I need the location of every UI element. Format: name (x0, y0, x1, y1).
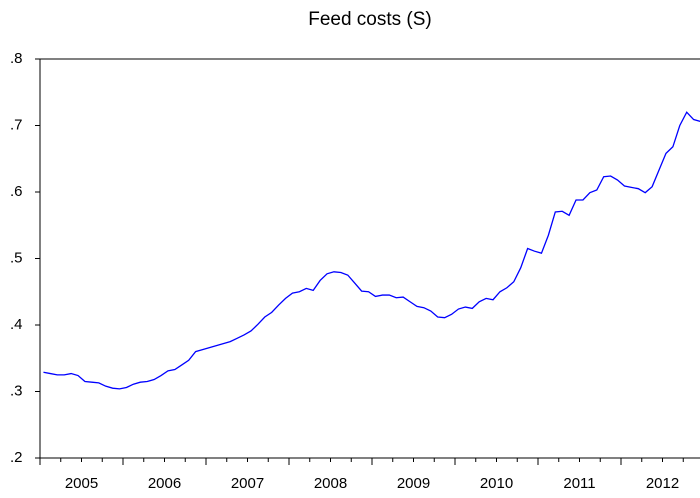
x-tick-label: 2006 (148, 475, 181, 492)
x-tick-label: 2007 (231, 475, 264, 492)
x-tick-label: 2012 (646, 475, 679, 492)
x-tick-label: 2005 (65, 475, 98, 492)
data-line (43, 111, 700, 390)
y-tick-label: .3 (10, 382, 23, 399)
x-tick-label: 2009 (397, 475, 430, 492)
y-tick-label: .2 (10, 449, 23, 466)
x-tick-label: 2011 (563, 475, 595, 492)
y-tick-label: .8 (10, 50, 23, 67)
y-tick-label: .7 (10, 116, 23, 133)
x-tick-label: 2010 (480, 475, 513, 492)
y-tick-label: .6 (10, 183, 23, 200)
y-tick-label: .4 (10, 316, 23, 333)
x-tick-label: 2008 (314, 475, 347, 492)
chart-title: Feed costs (S) (308, 9, 432, 30)
y-tick-label: .5 (10, 249, 23, 266)
